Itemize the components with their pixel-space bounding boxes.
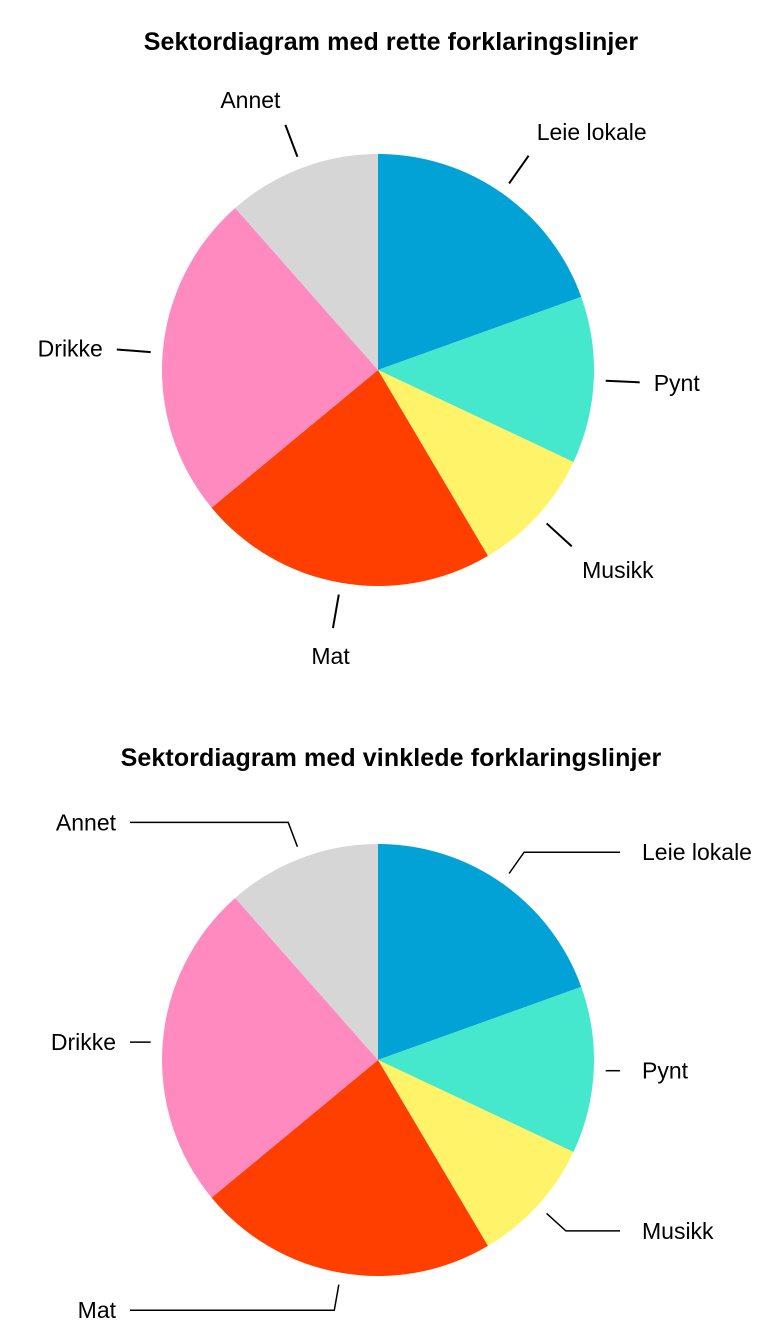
pie-labels: Leie lokale Pynt Musikk Mat Drikke Annet [38,87,701,669]
leader-line-leie-lokale [508,155,530,185]
leader-line-musikk [545,522,573,548]
slice-label-leie-lokale: Leie lokale [537,119,647,145]
leader-line-mat [331,594,340,629]
leader-line-annet [284,124,299,158]
slice-label-mat: Mat [78,1297,117,1323]
pie-labels: Leie lokale Pynt Musikk Mat Drikke Annet [51,809,752,1323]
slice-label-mat: Mat [311,643,350,669]
slice-label-pynt: Pynt [654,370,701,396]
pie-slice-drikke [162,207,378,508]
leader-line-drikke [116,348,151,354]
slice-label-drikke: Drikke [38,335,103,361]
pie-chart-svg: Leie lokale Pynt Musikk Mat Drikke Annet [38,87,701,669]
pie-slices [162,844,594,1276]
pie-slice-musikk [378,370,574,556]
leader-line-mat [130,1284,340,1311]
slice-label-annet: Annet [220,87,281,113]
pie-chart-svg: Leie lokale Pynt Musikk Mat Drikke Annet [51,809,752,1323]
slice-label-annet: Annet [56,809,117,835]
slice-label-leie-lokale: Leie lokale [642,839,752,865]
pie-chart-straight-leaders: Leie lokale Pynt Musikk Mat Drikke Annet Sekt… [38,28,701,669]
pie-chart-angled-leaders: Leie lokale Pynt Musikk Mat Drikke Annet Sekt… [0,700,782,1327]
pie-slice-pynt [378,296,594,462]
chart-title: Sektordiagram med rette forklaringslinje… [143,28,639,56]
pie-slice-drikke [162,897,378,1198]
pie-slice-mat [211,370,488,586]
pie-slice-leie-lokale [378,844,582,1060]
pie-slice-pynt [378,986,594,1152]
pie-slice-musikk [378,1060,574,1246]
slice-label-pynt: Pynt [642,1058,689,1084]
leader-line-musikk [546,1212,620,1232]
leader-line-leie-lokale [508,851,620,874]
leader-line-annet [130,821,299,847]
slice-label-musikk: Musikk [582,557,654,583]
slice-label-drikke: Drikke [51,1029,116,1055]
pie-slice-leie-lokale [378,154,582,370]
slice-label-musikk: Musikk [642,1218,714,1244]
pie-slice-annet [235,154,378,370]
pie-slices [162,154,594,586]
leader-line-pynt [605,379,640,384]
chart-title: Sektordiagram med vinklede forklaringsli… [120,744,662,772]
pie-slice-annet [235,844,378,1060]
pie-slice-mat [211,1060,488,1276]
